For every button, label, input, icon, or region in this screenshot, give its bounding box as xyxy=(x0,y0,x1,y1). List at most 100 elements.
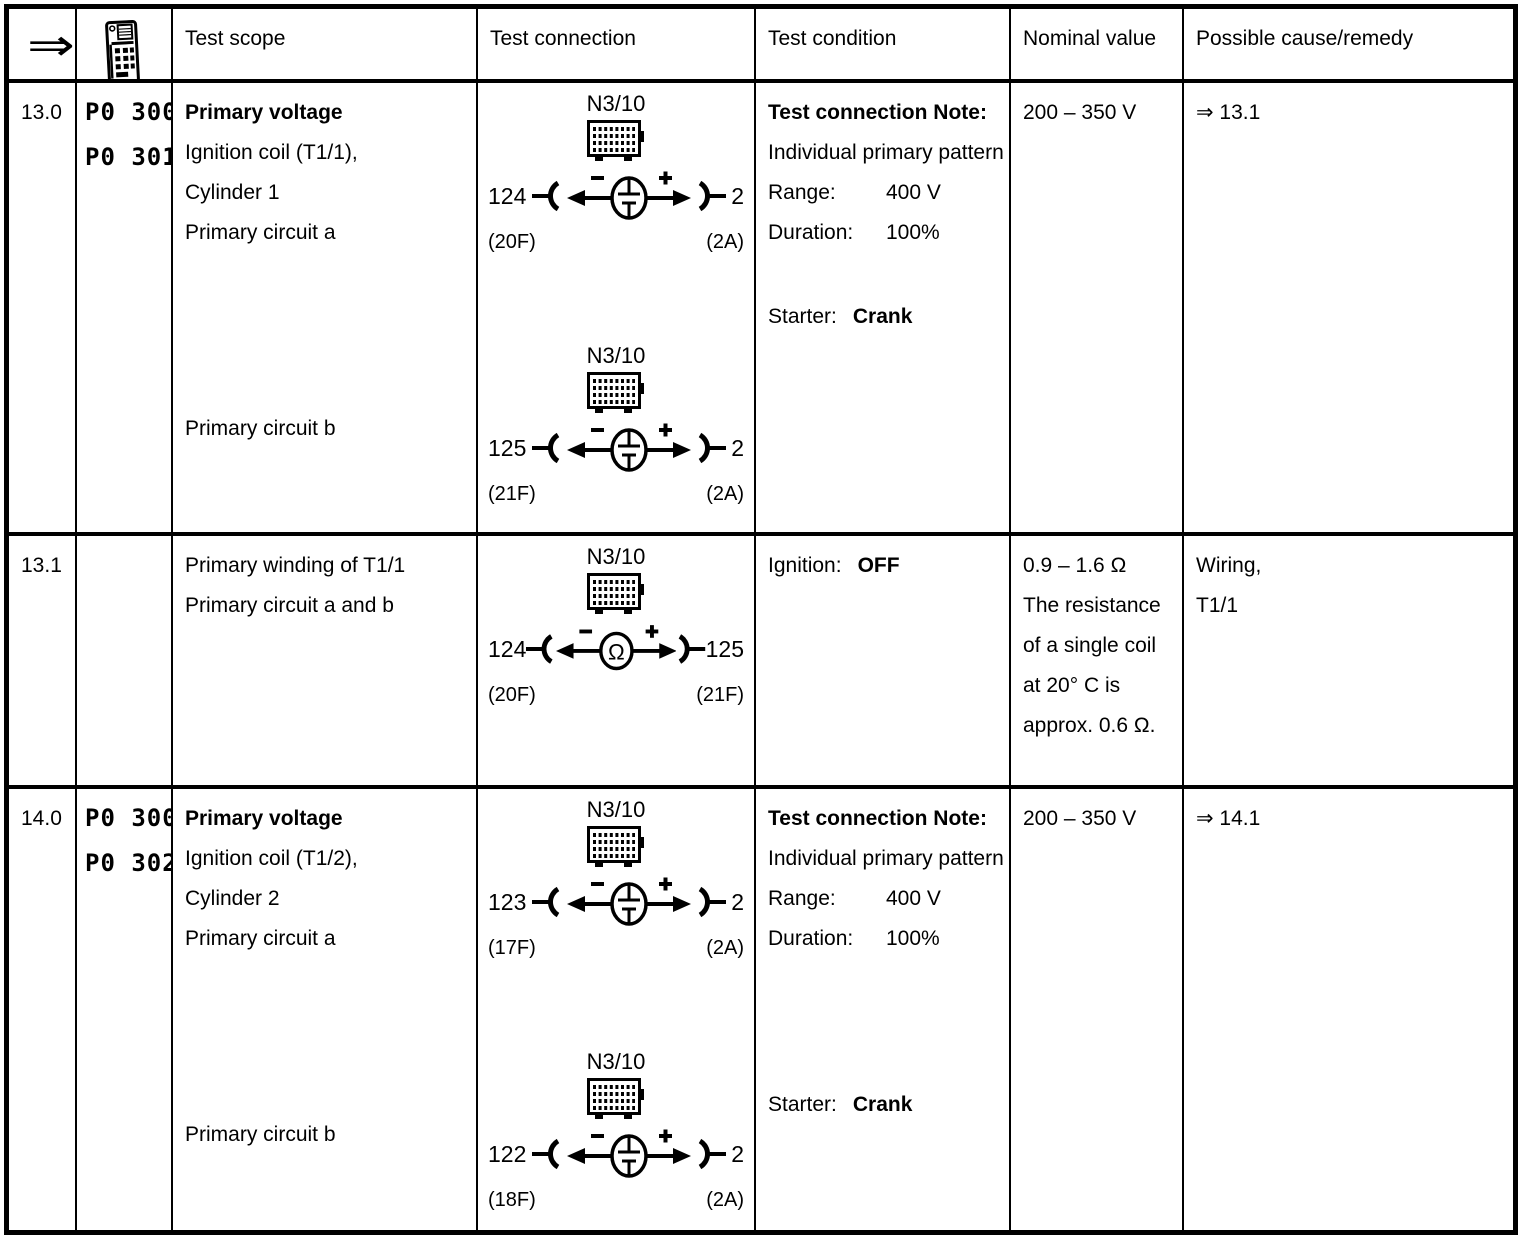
socket-left-icon xyxy=(526,634,554,664)
right-pin-label: (2A) xyxy=(706,1189,744,1211)
left-pin-label: (18F) xyxy=(488,1189,536,1211)
control-module-label: N3/10 xyxy=(586,1049,646,1074)
control-module-label: N3/10 xyxy=(586,91,646,116)
pin-label-row: (20F) (2A) xyxy=(488,229,744,255)
right-wire-number: 2 xyxy=(731,889,744,915)
starter-label: Starter: xyxy=(768,305,837,328)
nominal-line: approx. 0.6 Ω. xyxy=(1023,714,1156,737)
fault-code: P0 300 xyxy=(85,804,173,832)
control-module-label: N3/10 xyxy=(586,544,646,569)
test-condition-cell: Test connection Note: Individual primary… xyxy=(756,83,1011,536)
scope-line: Ignition coil (T1/1), xyxy=(185,141,358,164)
socket-right-icon xyxy=(698,1138,726,1170)
possible-cause-cell: Wiring, T1/1 xyxy=(1184,536,1513,789)
nominal-value: 200 – 350 V xyxy=(1023,101,1137,124)
header-tester-cell xyxy=(77,9,173,83)
socket-left-icon xyxy=(531,886,560,918)
range-value: 400 V xyxy=(886,887,941,910)
possible-cause-cell: ⇒ 14.1 xyxy=(1184,789,1513,1230)
fault-code-cell xyxy=(77,536,173,789)
scope-line-circuit-b: Primary circuit b xyxy=(185,417,336,440)
header-test-condition-cell: Test condition xyxy=(756,9,1011,83)
nominal-line: The resistance xyxy=(1023,594,1161,617)
test-condition-cell: Test connection Note: Individual primary… xyxy=(756,789,1011,1230)
nominal-line: at 20° C is xyxy=(1023,674,1121,697)
nominal-value-cell: 0.9 – 1.6 Ω The resistance of a single c… xyxy=(1011,536,1184,789)
left-wire-number: 125 xyxy=(488,435,527,461)
measurement-row: 124 Ω xyxy=(488,620,744,678)
test-connection-diagram: N3/10 124 xyxy=(488,544,744,708)
test-condition-cell: Ignition: OFF xyxy=(756,536,1011,789)
left-wire-number: 123 xyxy=(488,889,527,915)
control-module-label: N3/10 xyxy=(586,797,646,822)
duration-label: Duration: xyxy=(768,221,854,244)
control-module-connector-icon xyxy=(587,573,644,614)
scope-line: Cylinder 1 xyxy=(185,181,280,204)
left-wire-number: 122 xyxy=(488,1141,527,1167)
step-cell: 14.0 xyxy=(9,789,77,1230)
diagnostic-test-table: ⇒ Test scope Test connection T xyxy=(4,4,1518,1235)
right-wire-number: 2 xyxy=(731,183,744,209)
socket-right-icon xyxy=(698,180,726,212)
starter-value: Crank xyxy=(852,305,913,328)
condition-note-line: Individual primary pattern xyxy=(768,847,1004,870)
control-module-connector-icon xyxy=(587,120,644,161)
scope-line: Primary circuit a and b xyxy=(185,594,394,617)
step-number: 13.0 xyxy=(21,101,62,124)
nominal-value-cell: 200 – 350 V xyxy=(1011,83,1184,536)
test-connection-diagram-a: N3/10 124 xyxy=(488,91,744,255)
right-pin-label: (2A) xyxy=(706,937,744,959)
socket-right-icon xyxy=(698,886,726,918)
ohmmeter-icon: Ω xyxy=(555,625,677,671)
starter-label: Starter: xyxy=(768,1093,837,1116)
control-module-connector-icon xyxy=(587,1078,644,1119)
pin-label-row: (21F) (2A) xyxy=(488,481,744,507)
scope-line: Cylinder 2 xyxy=(185,887,280,910)
remedy-line: T1/1 xyxy=(1196,594,1239,617)
test-scope-cell: Primary winding of T1/1 Primary circuit … xyxy=(173,536,478,789)
column-title-test-connection: Test connection xyxy=(490,27,636,50)
possible-cause-cell: ⇒ 13.1 xyxy=(1184,83,1513,536)
step-number: 13.1 xyxy=(21,554,62,577)
condition-note-title: Test connection Note: xyxy=(768,101,987,124)
range-label: Range: xyxy=(768,181,836,204)
right-wire-number: 125 xyxy=(705,636,744,662)
nominal-line: 0.9 – 1.6 Ω xyxy=(1023,554,1127,577)
fault-code-cell: P0 300 P0 301 xyxy=(77,83,173,536)
condition-note-title: Test connection Note: xyxy=(768,807,987,830)
range-label: Range: xyxy=(768,887,836,910)
socket-right-icon xyxy=(678,634,706,664)
column-title-nominal-value: Nominal value xyxy=(1023,27,1157,50)
ignition-label: Ignition: xyxy=(768,554,842,577)
nominal-line: of a single coil xyxy=(1023,634,1157,657)
header-test-connection-cell: Test connection xyxy=(478,9,756,83)
duration-value: 100% xyxy=(886,927,940,950)
measurement-row: 125 xyxy=(488,419,744,477)
test-connection-cell: N3/10 124 xyxy=(478,536,756,789)
scope-line: Primary winding of T1/1 xyxy=(185,554,406,577)
fault-code-cell: P0 300 P0 302 xyxy=(77,789,173,1230)
left-pin-label: (21F) xyxy=(488,483,536,505)
measurement-row: 124 xyxy=(488,167,744,225)
forward-arrow-icon: ⇒ xyxy=(27,21,75,70)
scope-line: Primary circuit a xyxy=(185,221,336,244)
header-test-scope-cell: Test scope xyxy=(173,9,478,83)
control-module-connector-icon xyxy=(587,826,644,867)
ignition-value: OFF xyxy=(857,554,900,577)
pin-label-row: (20F) (21F) xyxy=(488,682,744,708)
socket-left-icon xyxy=(531,432,560,464)
left-pin-label: (20F) xyxy=(488,684,536,706)
header-possible-cause-cell: Possible cause/remedy xyxy=(1184,9,1513,83)
voltmeter-probe-icon xyxy=(566,171,691,220)
left-pin-label: (20F) xyxy=(488,231,536,253)
right-pin-label: (2A) xyxy=(706,483,744,505)
test-connection-diagram-b: N3/10 125 xyxy=(488,343,744,507)
remedy-reference: ⇒ 14.1 xyxy=(1196,807,1261,830)
voltmeter-probe-icon xyxy=(566,877,691,926)
column-title-possible-cause: Possible cause/remedy xyxy=(1196,27,1414,50)
measurement-row: 123 xyxy=(488,873,744,931)
scope-line: Primary circuit a xyxy=(185,927,336,950)
starter-value: Crank xyxy=(852,1093,913,1116)
step-number: 14.0 xyxy=(21,807,62,830)
right-pin-label: (21F) xyxy=(696,684,744,706)
